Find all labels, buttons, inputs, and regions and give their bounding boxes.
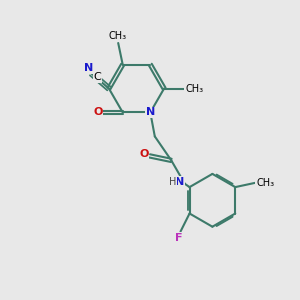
Text: O: O	[139, 148, 148, 158]
Text: CH₃: CH₃	[109, 32, 127, 41]
Text: N: N	[175, 177, 184, 187]
Text: C: C	[94, 72, 101, 82]
Text: N: N	[85, 63, 94, 73]
Text: CH₃: CH₃	[256, 178, 274, 188]
Text: CH₃: CH₃	[185, 83, 203, 94]
Text: O: O	[93, 107, 103, 117]
Text: H: H	[169, 177, 176, 187]
Text: N: N	[146, 107, 155, 117]
Text: F: F	[175, 232, 183, 242]
